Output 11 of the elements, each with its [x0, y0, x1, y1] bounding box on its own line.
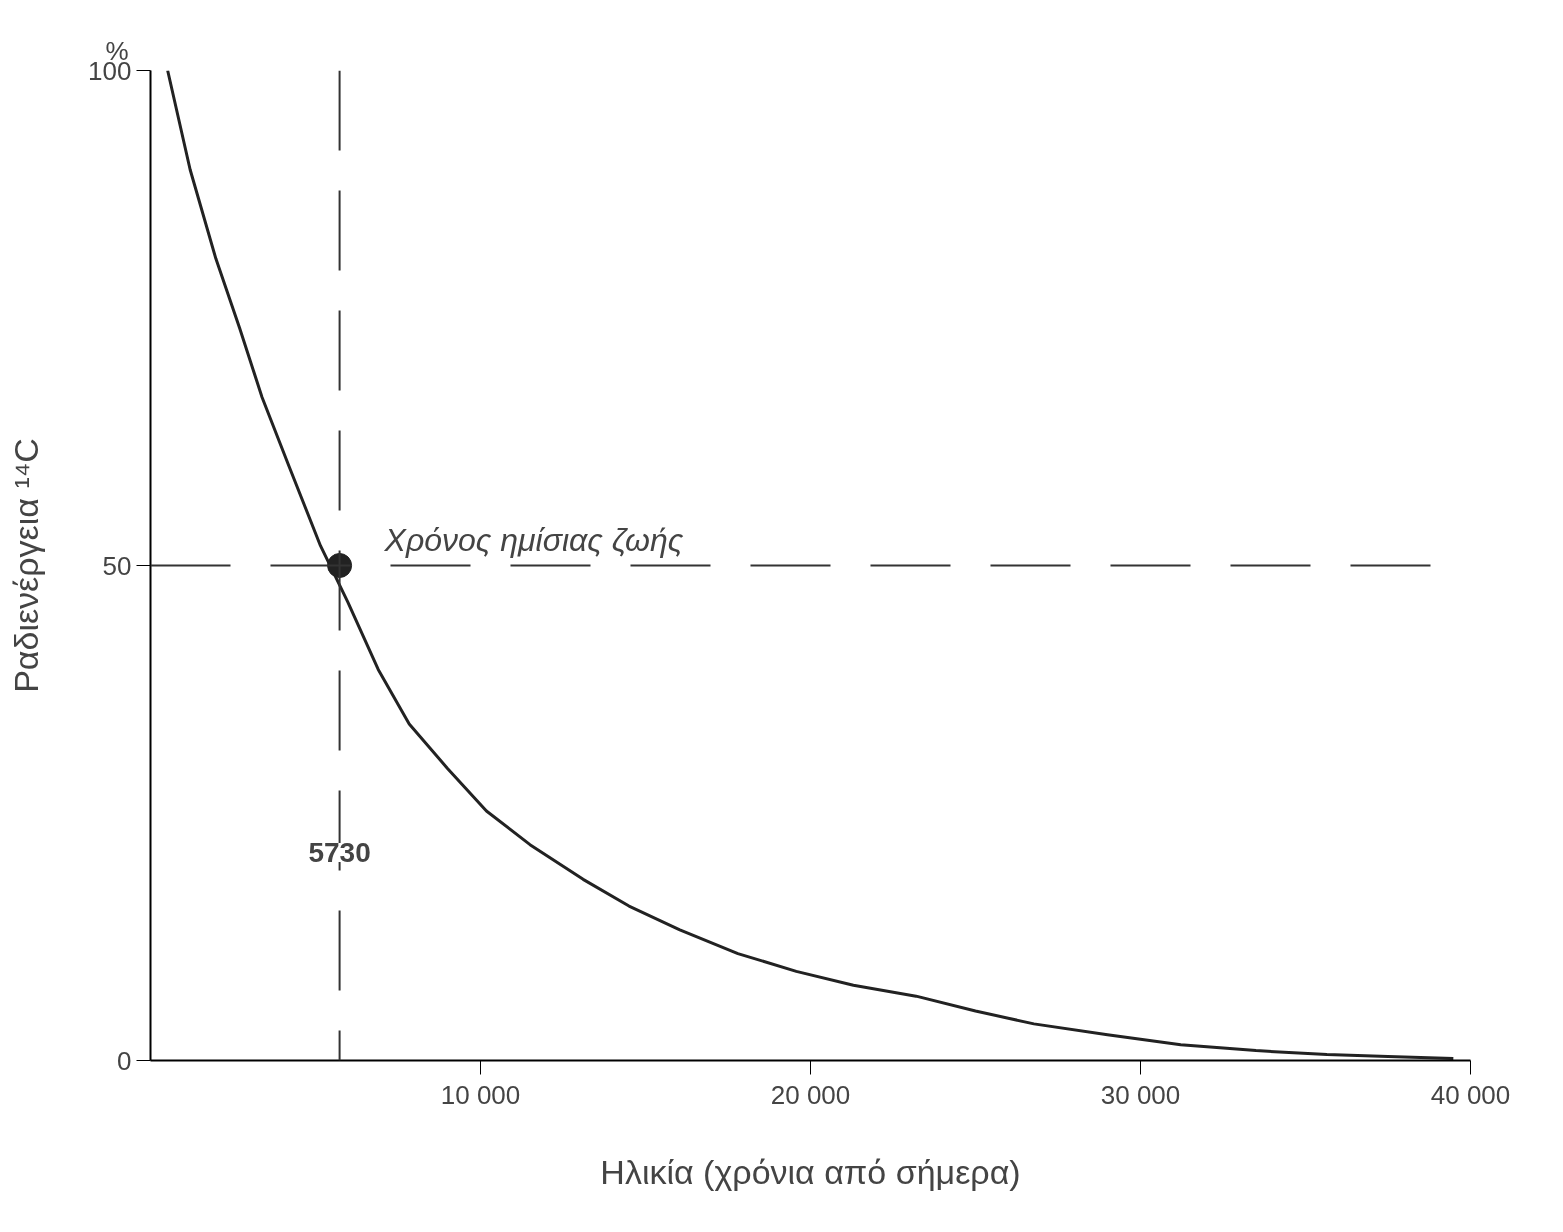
- x-tick-label: 30 000: [1100, 1079, 1181, 1110]
- x-axis-title: Ηλικία (χρόνια από σήμερα): [600, 1152, 1021, 1191]
- line-series: [166, 70, 1455, 1061]
- y-tick-label: 0: [117, 1045, 132, 1076]
- x-tick-label: 10 000: [440, 1079, 521, 1110]
- x-tick-label: 40 000: [1430, 1079, 1511, 1110]
- x-tick-label: 20 000: [770, 1079, 851, 1110]
- y-tick-label: 50: [102, 550, 132, 581]
- y-axis-title: Ραδιενέργεια ¹⁴C: [7, 438, 46, 693]
- annotation: Χρόνος ημίσιας ζωής: [383, 521, 684, 558]
- annotation: 5730: [308, 837, 371, 869]
